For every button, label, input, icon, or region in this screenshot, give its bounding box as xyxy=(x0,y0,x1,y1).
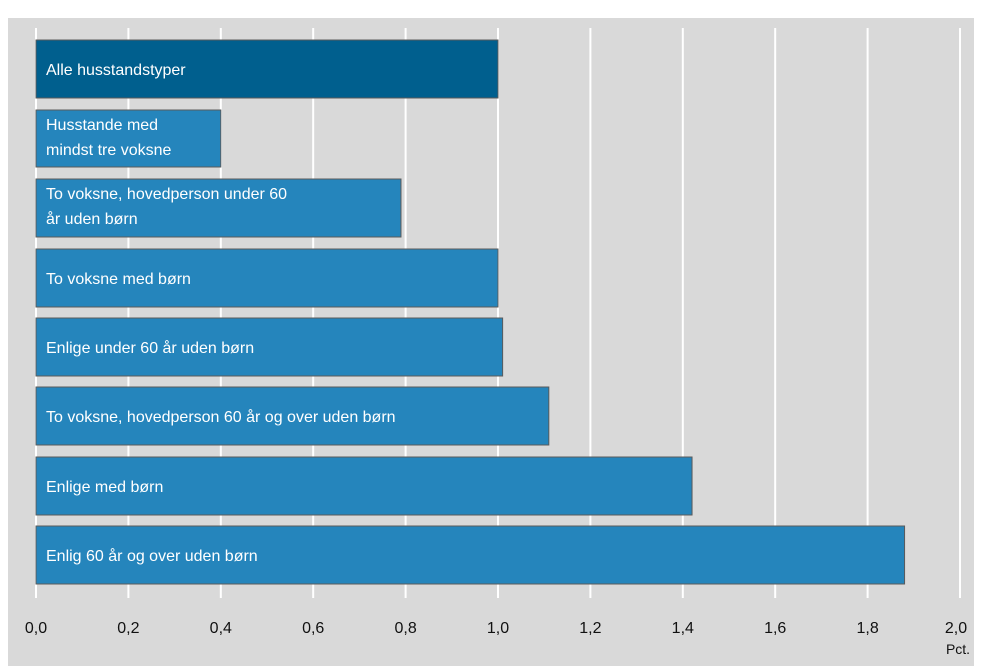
bar xyxy=(35,39,499,99)
x-tick-label: 1,8 xyxy=(856,620,878,637)
bar-label: Enlig 60 år og over uden børn xyxy=(46,547,258,565)
bar xyxy=(35,386,550,446)
x-tick-label: 1,2 xyxy=(579,620,601,637)
bar xyxy=(35,525,906,585)
x-tick-label: 0,4 xyxy=(210,620,232,637)
bar-chart: Alle husstandstyper Husstande med mindst t… xyxy=(25,28,970,657)
bar-label: Alle husstandstyper xyxy=(46,62,186,79)
bar-label: Enlige under 60 år uden børn xyxy=(46,339,254,357)
x-tick-label: 0,6 xyxy=(302,620,324,637)
bar xyxy=(35,248,499,308)
x-tick-label: 1,4 xyxy=(672,620,694,637)
x-tick-label: 0,0 xyxy=(25,620,47,637)
bar xyxy=(35,456,693,516)
x-tick-label: 2,0 xyxy=(945,620,967,637)
bar-label: Enlige med børn xyxy=(46,479,163,496)
x-tick-label: 0,2 xyxy=(117,620,139,637)
bar-label: To voksne med børn xyxy=(46,271,191,288)
bar-label: To voksne, hovedperson 60 år og over ude… xyxy=(46,408,396,426)
bar-label: To voksne, hovedperson under 60 år uden b… xyxy=(46,186,287,228)
chart-title-strip xyxy=(0,0,982,18)
bar xyxy=(35,178,402,238)
x-unit-label: Pct. xyxy=(946,641,970,657)
chart-area: Alle husstandstyper Husstande med mindst t… xyxy=(8,18,974,666)
bar xyxy=(35,109,222,168)
bar xyxy=(35,317,504,377)
bar-label: Husstande med mindst tre voksne xyxy=(46,117,171,159)
x-tick-label: 1,6 xyxy=(764,620,786,637)
x-tick-label: 0,8 xyxy=(394,620,416,637)
x-tick-label: 1,0 xyxy=(487,620,509,637)
